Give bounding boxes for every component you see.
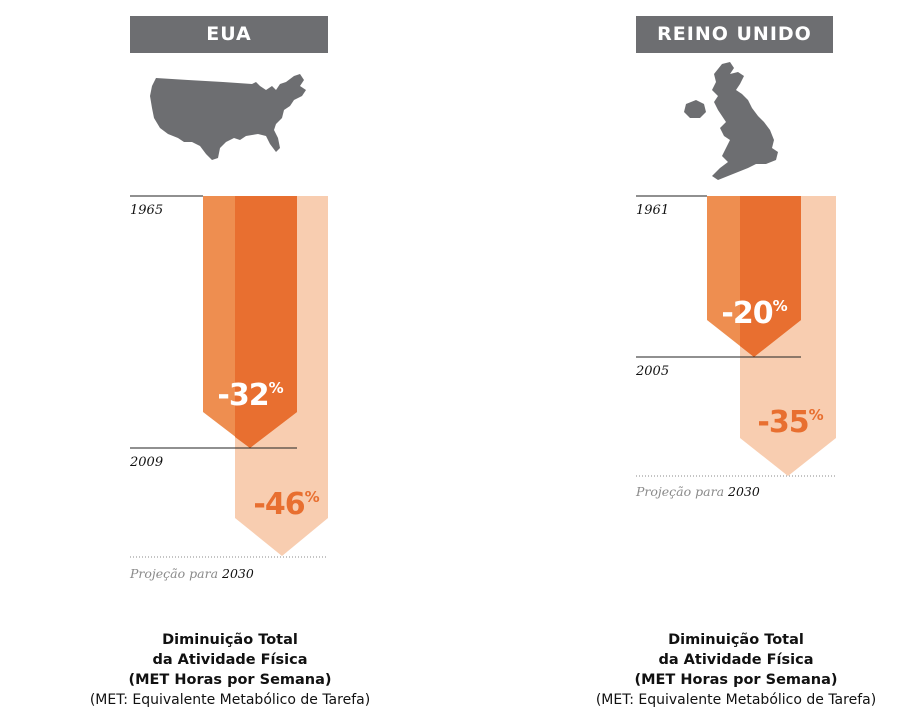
uk-caption-line4: (MET: Equivalente Metabólico de Tarefa): [595, 692, 877, 708]
uk-end-year: 2005: [635, 364, 669, 379]
usa-projection-text: Projeção para 2030: [129, 566, 254, 581]
uk-measured-arrow-dark: [740, 196, 801, 357]
uk-caption-line3: (MET Horas por Semana): [634, 672, 838, 688]
usa-end-year: 2009: [129, 455, 163, 470]
usa-measured-arrow-dark: [235, 196, 297, 448]
usa-caption-line4: (MET: Equivalente Metabólico de Tarefa): [89, 692, 371, 708]
uk-caption-line2: da Atividade Física: [658, 652, 814, 668]
usa-start-year: 1965: [130, 203, 163, 218]
uk-caption-line1: Diminuição Total: [668, 632, 804, 648]
usa-caption-line3: (MET Horas por Semana): [128, 672, 332, 688]
uk-start-year: 1961: [636, 203, 669, 218]
uk-value-label-1961-2005: -20%: [721, 296, 787, 331]
usa-map-icon: [150, 74, 306, 160]
usa-caption-line2: da Atividade Física: [152, 652, 308, 668]
usa-value-label-projection: -46%: [253, 487, 319, 522]
usa-caption: Diminuição Total da Atividade Física (ME…: [60, 630, 400, 710]
usa-title: EUA: [130, 16, 328, 53]
uk-title: REINO UNIDO: [636, 16, 833, 53]
uk-value-label-projection: -35%: [757, 405, 823, 440]
usa-value-label-1965-2009: -32%: [217, 378, 283, 413]
uk-projection-text: Projeção para 2030: [635, 484, 760, 499]
uk-caption: Diminuição Total da Atividade Física (ME…: [566, 630, 906, 710]
usa-panel: EUA 1965 2009 -32% -46% Projeção para 20…: [0, 0, 370, 728]
usa-caption-line1: Diminuição Total: [162, 632, 298, 648]
usa-chart: 1965 2009 -32% -46% Projeção para 2030: [129, 195, 328, 581]
uk-map-icon: [684, 62, 778, 180]
